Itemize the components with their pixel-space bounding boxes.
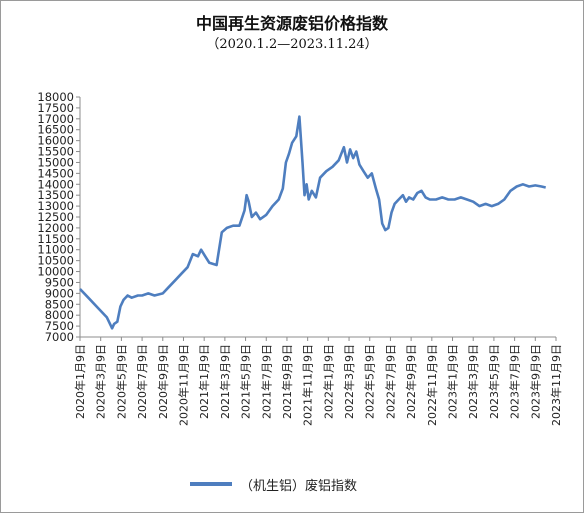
series-group: [79, 115, 547, 330]
x-tick-label: 2023年9月9日: [528, 344, 542, 419]
y-tick-label: 10000: [37, 265, 74, 279]
x-tick-label: 2020年7月9日: [135, 344, 149, 419]
x-tick-label: 2021年9月9日: [280, 344, 294, 419]
x-tick-label: 2021年11月9日: [301, 344, 315, 426]
x-tick-label: 2021年3月9日: [218, 344, 232, 419]
chart-title: 中国再生资源废铝价格指数: [195, 14, 388, 33]
x-tick-label: 2023年1月9日: [446, 344, 460, 419]
y-tick-label: 17000: [37, 112, 74, 126]
y-tick-label: 9000: [45, 286, 74, 300]
x-tick-label: 2020年11月9日: [176, 344, 190, 426]
x-axis-ticks: 2020年1月9日 2020年3月9日 2020年5月9日 2020年7月9日 2020…: [73, 337, 563, 426]
x-tick-label: 2021年1月9日: [197, 344, 211, 419]
legend-label: （机生铝）废铝指数: [240, 478, 358, 494]
x-tick-label: 2022年11月9日: [425, 344, 439, 426]
y-tick-label: 15000: [37, 155, 74, 169]
x-tick-label: 2023年5月9日: [487, 344, 501, 419]
y-tick-label: 14500: [37, 166, 74, 180]
y-tick-label: 16500: [37, 123, 74, 137]
x-tick-label: 2021年5月9日: [239, 344, 253, 419]
y-tick-label: 13000: [37, 199, 74, 213]
y-axis-ticks: 7000750080008500900095001000010500110001…: [37, 90, 80, 344]
y-tick-label: 15500: [37, 145, 74, 159]
y-tick-label: 7500: [45, 319, 74, 333]
x-tick-label: 2020年3月9日: [94, 344, 108, 419]
x-tick-label: 2020年9月9日: [156, 344, 170, 419]
x-tick-label: 2020年5月9日: [114, 344, 128, 419]
x-tick-label: 2023年7月9日: [508, 344, 522, 419]
legend-swatch: [190, 482, 232, 486]
x-tick-label: 2022年9月9日: [404, 344, 418, 419]
x-tick-label: 2022年3月9日: [342, 344, 356, 419]
y-tick-label: 13500: [37, 188, 74, 202]
chart-subtitle: （2020.1.2—2023.11.24）: [206, 37, 378, 52]
axes: [79, 97, 556, 338]
x-tick-label: 2022年5月9日: [363, 344, 377, 419]
y-tick-label: 16000: [37, 134, 74, 148]
y-tick-label: 12500: [37, 210, 74, 224]
series-line: [79, 115, 547, 330]
y-tick-label: 11500: [37, 232, 74, 246]
y-tick-label: 8500: [45, 297, 74, 311]
x-tick-label: 2022年1月9日: [321, 344, 335, 419]
x-tick-label: 2021年7月9日: [259, 344, 273, 419]
y-tick-label: 11000: [37, 243, 74, 257]
y-tick-label: 17500: [37, 101, 74, 115]
y-tick-label: 7000: [45, 330, 74, 344]
y-tick-label: 18000: [37, 90, 74, 104]
x-tick-label: 2022年7月9日: [383, 344, 397, 419]
y-tick-label: 14000: [37, 177, 74, 191]
y-tick-label: 12000: [37, 221, 74, 235]
x-tick-label: 2020年1月9日: [73, 344, 87, 419]
y-tick-label: 8000: [45, 308, 74, 322]
y-tick-label: 10500: [37, 254, 74, 268]
x-tick-label: 2023年3月9日: [466, 344, 480, 419]
x-tick-label: 2023年11月9日: [549, 344, 563, 426]
legend: （机生铝）废铝指数: [190, 474, 357, 494]
y-tick-label: 9500: [45, 275, 74, 289]
